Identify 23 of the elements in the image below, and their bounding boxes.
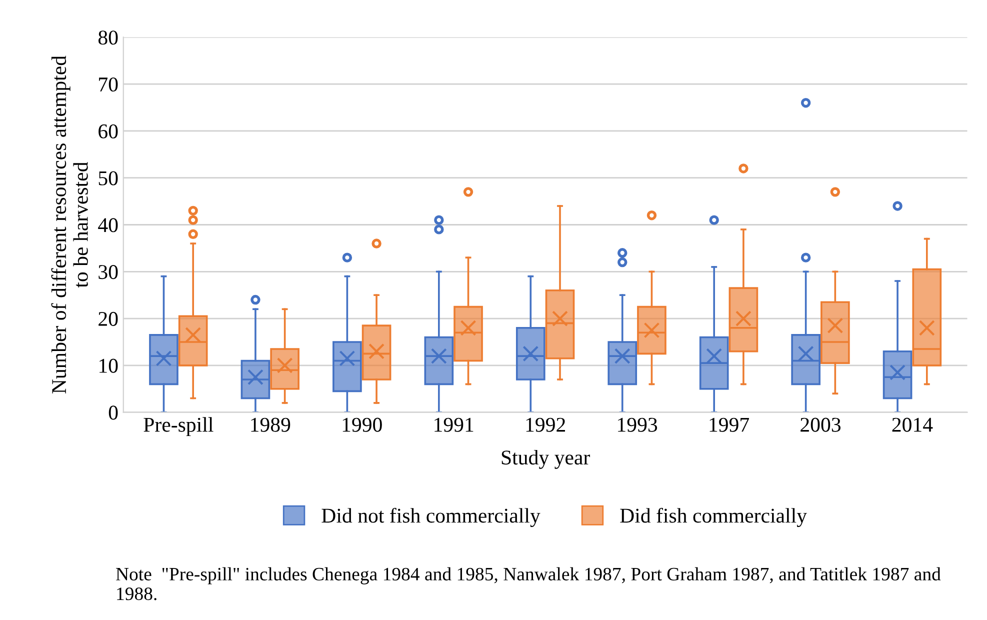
x-tick-label: 1997 xyxy=(710,418,750,432)
x-axis-title: Study year xyxy=(502,450,590,469)
x-tick-label: 2014 xyxy=(892,418,933,432)
text: Note "Pre-spill" includes Chenega 1984 and 1985, Nanwalek 1987, Port Graham 1987, and Tatitlek 1987 and 1988. xyxy=(116,567,941,600)
x-tick-label: 2003 xyxy=(800,418,841,432)
y-tick-label: 0 xyxy=(108,406,118,420)
legend-label: Did fish commercially xyxy=(620,508,807,528)
y-tick-label: 60 xyxy=(98,124,118,138)
y-tick-label: 40 xyxy=(98,218,118,232)
x-tick-label: 1991 xyxy=(434,418,474,432)
x-tick-label: Pre-spill xyxy=(144,417,214,436)
y-tick-label: 80 xyxy=(98,30,118,45)
x-tick-label: 1993 xyxy=(618,418,658,432)
y-tick-label: 50 xyxy=(98,171,118,186)
y-tick-label: 30 xyxy=(98,265,118,280)
x-tick-label: 1992 xyxy=(526,418,565,432)
y-tick-label: 10 xyxy=(100,358,118,373)
x-tick-label: 1990 xyxy=(342,418,382,432)
y-axis-title: Number of different resources attempted to be harvested xyxy=(51,56,88,394)
legend-label: Did not fish commercially xyxy=(322,508,540,528)
y-tick-label: 70 xyxy=(99,77,118,92)
x-tick-label: 1989 xyxy=(251,418,290,432)
y-tick-label: 20 xyxy=(98,312,118,326)
